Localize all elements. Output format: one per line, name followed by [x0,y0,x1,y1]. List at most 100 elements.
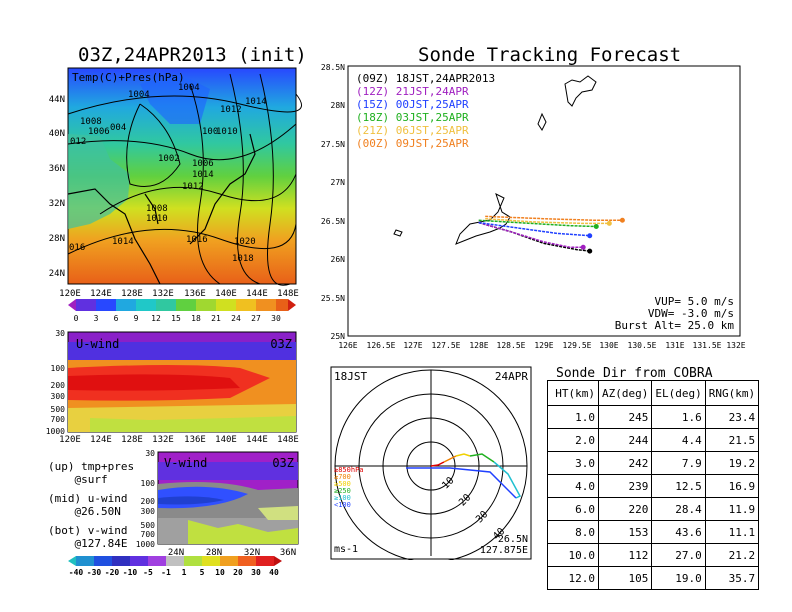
legend-entry-3: (18Z) 03JST,25APR [356,111,469,124]
colorbar-tick: -30 [87,568,102,577]
pressure-legend-item: ≥250 [334,487,351,495]
pressure-tick: 1000 [46,427,65,436]
lat-tick: 40N [49,129,65,139]
header-rng: RNG(km) [704,380,760,406]
track-endpoint-4 [606,220,612,226]
pressure-tick: 30 [55,329,65,338]
table-cell: 43.6 [651,520,706,544]
colorbar-tick: -5 [143,568,153,577]
pressure-label: 1006 [192,159,214,169]
legend-entry-4: (21Z) 06JST,25APR [356,124,469,137]
pressure-label: 1002 [158,154,180,164]
table-header-row: HT(km) AZ(deg) EL(deg) RNG(km) [547,380,760,406]
lon-tick: 120E [59,435,81,445]
table-cell: 3.0 [547,451,599,475]
table-cell: 8.0 [547,520,599,544]
lat-tick: 28N [49,234,65,244]
pressure-label: 1018 [232,254,254,264]
burst-param: Burst Alt= 25.0 km [615,319,735,332]
lat-tick: 26N [331,255,346,264]
table-row: 4.0 239 12.5 16.9 [547,474,760,498]
table-cell: 16.9 [704,474,760,498]
uwind-time: 03Z [270,337,292,351]
pressure-tick: 700 [141,530,156,539]
legend-entry-1: (12Z) 21JST,24APR [356,85,469,98]
vup-param: VUP= 5.0 m/s [655,295,734,308]
lon-tick: 127E [403,341,422,350]
pressure-label: 1004 [178,83,200,93]
colorbar-tick: 10 [215,568,225,577]
track-endpoint-1 [580,244,586,250]
legend-entry-5: (00Z) 09JST,25APR [356,137,469,150]
left-title: 03Z,24APR2013 (init) [78,44,307,66]
colorbar-tick: -40 [69,568,84,577]
pressure-tick: 500 [141,521,156,530]
pressure-tick: 300 [51,392,66,401]
table-cell: 19.2 [704,451,760,475]
lon-tick: 131.5E [693,341,722,350]
pressure-tick: 200 [141,497,156,506]
lat-tick: 36N [49,164,65,174]
lon-tick: 128E [121,289,143,299]
track-line-1 [478,221,584,249]
colorbar-tick: 5 [200,568,205,577]
lat-tick: 28N [331,101,346,110]
table-cell: 27.0 [651,543,706,567]
lat-tick: 28.5N [321,63,345,72]
legend-entry-2: (15Z) 00JST,25APR [356,98,469,111]
legend-entry-0: (09Z) 18JST,24APR2013 [356,72,495,85]
table-cell: 7.9 [651,451,706,475]
table-cell: 2.0 [547,428,599,452]
right-title: Sonde Tracking Forecast [418,44,682,66]
colorbar-tick: 3 [94,314,99,323]
lat-tick: 44N [49,95,65,105]
table-cell: 28.4 [651,497,706,521]
lat-tick: 25N [331,332,346,341]
table-row: 6.0 220 28.4 11.9 [547,497,760,521]
lat-tick: 32N [49,199,65,209]
track-legend: (09Z) 18JST,24APR2013 (12Z) 21JST,24APR … [356,72,495,150]
table-cell: 6.0 [547,497,599,521]
lon-tick: 140E [215,289,237,299]
colorbar-tick: 15 [171,314,181,323]
pressure-label: 1008 [146,204,168,214]
lon-tick: 140E [215,435,237,445]
header-ht: HT(km) [547,380,599,406]
lon-tick: 120E [59,289,81,299]
header-el: EL(deg) [651,380,706,406]
lon-tick: 126.5E [367,341,396,350]
note-up: (up) tmp+pres @surf [48,460,135,486]
vwind-section: V-wind 03Z 30 100 200 300 500 700 1000 2… [136,449,299,558]
lat-tick: 25.5N [321,294,345,303]
table-cell: 23.4 [704,405,760,429]
table-cell: 4.4 [651,428,706,452]
table-cell: 10.0 [547,543,599,567]
pressure-legend-item: ≥850hPa [334,466,364,474]
colorbar-tick: 30 [271,314,281,323]
hodograph-lat: 26.5N [498,534,528,545]
track-endpoint-3 [593,223,599,229]
lon-tick: 131E [665,341,684,350]
lat-tick: 27.5N [321,140,345,149]
track-endpoint-0 [587,248,593,254]
pressure-legend-item: ≥100 [334,494,351,502]
lon-tick: 128E [469,341,488,350]
pressure-label: 1020 [234,237,256,247]
lon-tick: 130.5E [628,341,657,350]
table-row: 10.0 112 27.0 21.2 [547,543,760,567]
pressure-label: 1014 [192,170,214,180]
table-cell: 242 [597,451,653,475]
lat-tick: 36N [280,548,296,558]
vdw-param: VDW= -3.0 m/s [648,307,734,320]
colorbar-tick: 18 [191,314,201,323]
pressure-label: 1008 [80,117,102,127]
colorbar-tick: -10 [123,568,138,577]
table-row: 12.0 105 19.0 35.7 [547,566,760,590]
pressure-label: 1010 [146,214,168,224]
colorbar-tick: 12 [151,314,161,323]
colorbar-tick: 1 [182,568,187,577]
pressure-label: 1010 [216,127,238,137]
surface-map-label: Temp(C)+Pres(hPa) [72,71,185,84]
pressure-label: 012 [70,137,86,147]
table-row: 2.0 244 4.4 21.5 [547,428,760,452]
